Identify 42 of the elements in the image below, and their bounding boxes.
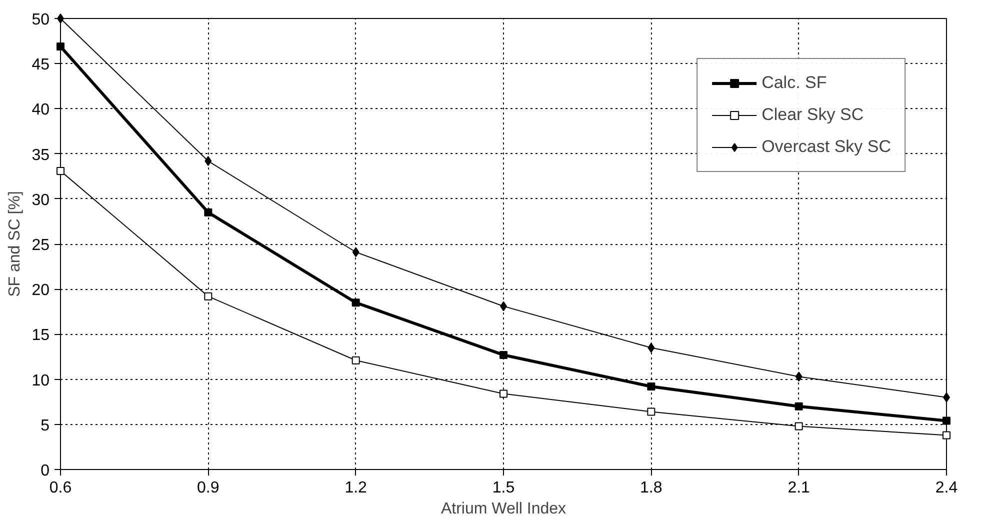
point (648, 342, 655, 353)
y-tick-label: 25 (32, 237, 50, 254)
y-tick-label: 30 (32, 192, 50, 209)
point (56, 166, 64, 175)
point (56, 42, 64, 50)
point (352, 247, 360, 258)
x-axis-title: Atrium Well Index (440, 500, 566, 518)
y-tick-label: 5 (40, 417, 50, 434)
x-tick-label: 1.2 (344, 480, 368, 496)
point (794, 422, 803, 430)
x-tick-label: 1.5 (492, 480, 515, 496)
point (647, 382, 656, 391)
point (352, 356, 360, 364)
y-tick-label: 0 (40, 462, 50, 480)
y-tick-label: 45 (32, 56, 50, 74)
point (942, 431, 950, 440)
point (500, 350, 508, 359)
point (795, 372, 802, 382)
y-tick-label: 40 (32, 102, 50, 119)
y-tick-label: 20 (32, 282, 50, 300)
x-tick-label: 2.1 (788, 480, 810, 496)
y-tick-label: 35 (32, 146, 50, 164)
point (942, 416, 950, 425)
point (794, 402, 803, 410)
point (204, 208, 212, 216)
legend-label: Overcast Sky SC (762, 137, 891, 157)
y-tick-label: 15 (32, 327, 50, 344)
point (647, 408, 656, 416)
y-axis-title: SF and SC [%] (6, 191, 24, 297)
point (57, 14, 64, 24)
legend-label: Calc. SF (762, 73, 827, 93)
x-tick-label: 2.4 (935, 480, 958, 496)
point (204, 156, 212, 166)
x-tick-label: 1.8 (640, 480, 662, 496)
x-tick-label: 0.6 (49, 480, 72, 496)
y-tick-label: 50 (32, 12, 50, 28)
point (500, 390, 508, 398)
y-tick-label: 10 (32, 372, 50, 390)
point (352, 298, 360, 307)
legend-label: Clear Sky SC (762, 105, 864, 125)
x-tick-label: 0.9 (197, 480, 220, 496)
point (204, 292, 212, 300)
